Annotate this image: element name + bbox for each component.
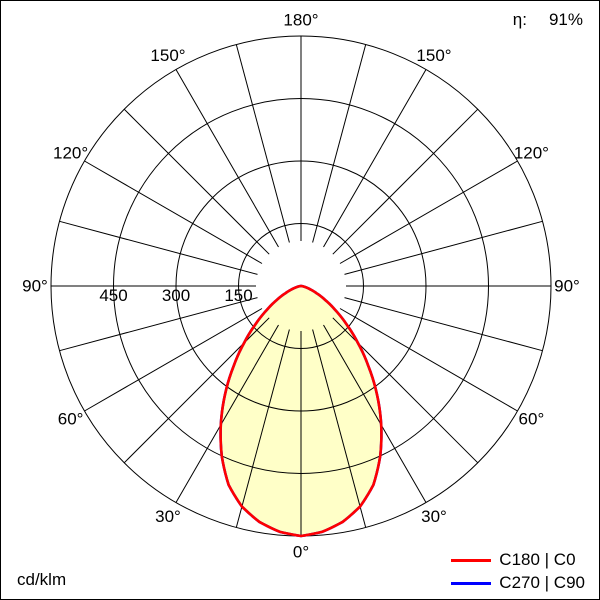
radial-label-300: 300 bbox=[162, 286, 190, 305]
legend-label-c270-c90: C270 | C90 bbox=[499, 573, 585, 592]
polar-grid bbox=[50, 35, 552, 537]
grid-ray bbox=[59, 220, 258, 275]
eta-symbol: η: bbox=[512, 10, 527, 29]
grid-ray bbox=[344, 297, 543, 352]
radial-label-150: 150 bbox=[224, 286, 252, 305]
legend-item-c270-c90: C270 | C90 bbox=[451, 573, 585, 593]
angle-label-150-right: 150° bbox=[416, 46, 451, 65]
grid-ray bbox=[339, 160, 518, 264]
grid-ray bbox=[175, 324, 279, 503]
legend: C180 | C0 C270 | C90 bbox=[451, 550, 585, 593]
grid-ray bbox=[235, 329, 290, 528]
grid-ray bbox=[312, 44, 367, 243]
angle-label-180: 180° bbox=[283, 11, 318, 30]
legend-label-c180-c0: C180 | C0 bbox=[499, 550, 576, 569]
grid-ray bbox=[344, 220, 543, 275]
radial-tick-labels: 150 300 450 bbox=[99, 286, 252, 305]
grid-ray bbox=[312, 329, 367, 528]
grid-ray bbox=[59, 297, 258, 352]
angle-label-90-right: 90° bbox=[554, 277, 580, 296]
angle-label-0: 0° bbox=[293, 543, 309, 562]
grid-ray bbox=[84, 308, 263, 412]
angle-label-60-left: 60° bbox=[58, 410, 84, 429]
curve-c180-c0 bbox=[219, 284, 383, 538]
unit-label: cd/klm bbox=[17, 570, 67, 589]
intensity-curves bbox=[219, 284, 383, 538]
grid-ray bbox=[84, 160, 263, 264]
grid-ray bbox=[339, 308, 518, 412]
legend-item-c180-c0: C180 | C0 bbox=[451, 550, 585, 570]
grid-ray bbox=[323, 69, 427, 248]
angle-labels: 0° 30° 30° 60° 60° 90° 90° 120° 120° 150° 150° 180° bbox=[22, 11, 580, 562]
legend-line-c180-c0-icon bbox=[451, 558, 492, 562]
angle-label-30-right: 30° bbox=[421, 507, 447, 526]
grid-ray bbox=[332, 108, 479, 255]
angle-label-120-left: 120° bbox=[53, 144, 88, 163]
radial-label-450: 450 bbox=[99, 286, 127, 305]
legend-line-c270-c90-icon bbox=[451, 581, 492, 585]
light-output-ratio: η: 91% bbox=[513, 10, 583, 30]
angle-label-60-right: 60° bbox=[519, 410, 545, 429]
eta-value: 91% bbox=[548, 10, 583, 29]
angle-label-120-right: 120° bbox=[514, 144, 549, 163]
grid-ray bbox=[235, 44, 290, 243]
grid-ray bbox=[175, 69, 279, 248]
angle-label-150-left: 150° bbox=[150, 46, 185, 65]
grid-ray bbox=[123, 108, 270, 255]
angle-label-30-left: 30° bbox=[155, 507, 181, 526]
grid-ray bbox=[323, 324, 427, 503]
angle-label-90-left: 90° bbox=[22, 277, 48, 296]
